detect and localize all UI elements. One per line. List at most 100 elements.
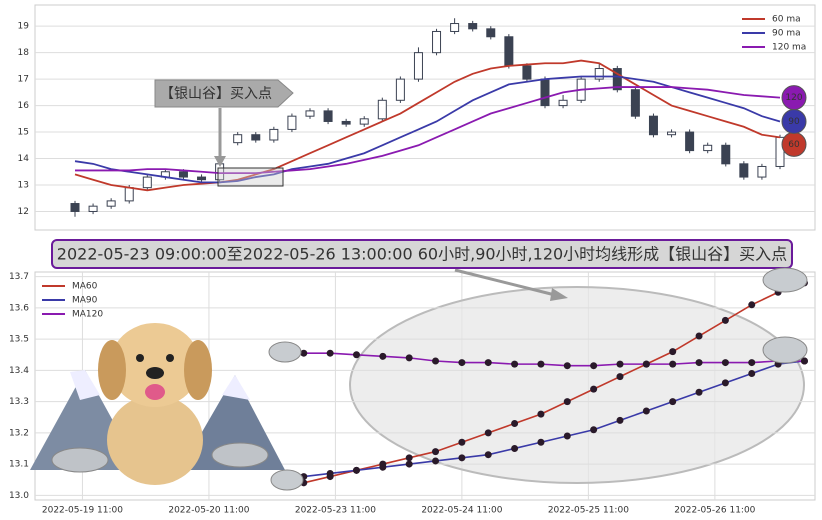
- y-tick-label: 19: [18, 22, 30, 32]
- ma-point: [405, 354, 413, 362]
- candle-body: [233, 134, 243, 144]
- end-badge-label: 60: [788, 140, 800, 150]
- candle-body: [630, 89, 640, 117]
- cross-box: [217, 167, 284, 187]
- ingot: [762, 336, 808, 364]
- ma-point: [511, 419, 519, 427]
- ma-point: [563, 362, 571, 370]
- ma-point: [563, 398, 571, 406]
- ma-point: [432, 457, 440, 465]
- ma-point: [537, 360, 545, 368]
- dog-eye: [136, 354, 144, 362]
- ma-line: [303, 282, 805, 484]
- candle-body: [504, 36, 514, 67]
- decor-under: [349, 286, 805, 484]
- ma-point: [669, 398, 677, 406]
- dog-head: [110, 323, 200, 407]
- ma-point: [352, 466, 360, 474]
- ma-point: [484, 359, 492, 367]
- ma-point: [748, 359, 756, 367]
- candle-body: [106, 200, 116, 207]
- snow: [70, 370, 100, 400]
- ma-point: [590, 362, 598, 370]
- ma-line: [303, 360, 805, 478]
- ingot: [211, 442, 269, 468]
- end-badge-label: 90: [788, 117, 800, 127]
- ma-point: [616, 416, 624, 424]
- y-tick-label: 15: [18, 128, 29, 138]
- candle-body: [685, 131, 695, 152]
- ma-point: [537, 438, 545, 446]
- banner-arrow: [454, 268, 556, 297]
- ma-point: [379, 463, 387, 471]
- y-tick-label: 13.6: [9, 303, 29, 313]
- y-tick-label: 14: [18, 154, 30, 164]
- dog-eye: [166, 354, 174, 362]
- decorations: 【银山谷】买入点 2022-05-23 09:00:00至2022-05-26 …: [30, 79, 808, 491]
- legend-label: MA90: [72, 296, 98, 306]
- ma-point: [721, 359, 729, 367]
- ma-point: [458, 454, 466, 462]
- x-tick-label: 2022-05-23 11:00: [295, 506, 376, 516]
- ma-point: [326, 469, 334, 477]
- x-tick-label: 2022-05-20 11:00: [168, 506, 249, 516]
- candle-body: [468, 23, 478, 30]
- candle-body: [359, 118, 369, 125]
- y-tick-label: 12: [18, 207, 29, 217]
- dog-ear: [98, 340, 126, 400]
- candle-body: [377, 99, 387, 120]
- end-badge-label: 120: [785, 93, 802, 103]
- candle-body: [721, 144, 731, 165]
- ma-line: [74, 75, 781, 184]
- snow: [222, 375, 250, 400]
- dog-nose: [146, 367, 164, 379]
- highlight-ellipse: [349, 286, 805, 484]
- ma-point: [590, 385, 598, 393]
- ingot: [51, 447, 109, 473]
- ma-point: [405, 454, 413, 462]
- ma-point: [484, 429, 492, 437]
- top-plot-frame: [34, 4, 816, 231]
- candle-body: [88, 205, 98, 212]
- x-tick-label: 2022-05-25 11:00: [548, 506, 629, 516]
- y-tick-label: 13.2: [9, 428, 29, 438]
- ma-point: [748, 370, 756, 378]
- candle-body: [305, 110, 315, 117]
- end-badge: [781, 85, 807, 111]
- ma-point: [511, 360, 519, 368]
- candle-body: [341, 120, 351, 125]
- y-tick-label: 13.4: [9, 366, 29, 376]
- candle-body: [612, 68, 622, 91]
- legend-label: 90 ma: [772, 29, 801, 39]
- ma-point: [458, 359, 466, 367]
- y-tick-label: 13.1: [9, 460, 29, 470]
- ma-point: [432, 357, 440, 365]
- ma-point: [590, 426, 598, 434]
- dog-ear: [184, 340, 212, 400]
- y-tick-label: 18: [18, 48, 30, 58]
- banner: [51, 239, 793, 269]
- y-tick-label: 13.0: [9, 491, 29, 501]
- ma-point: [616, 360, 624, 368]
- legend-label: MA60: [72, 282, 98, 292]
- candle-body: [667, 131, 677, 136]
- candle-body: [395, 78, 405, 101]
- ma-point: [458, 438, 466, 446]
- ma-point: [511, 444, 519, 452]
- legend-label: 60 ma: [772, 15, 801, 25]
- ma-point: [695, 359, 703, 367]
- ma-point: [379, 352, 387, 360]
- dog-tongue: [145, 384, 165, 400]
- candle-body: [124, 187, 134, 202]
- candle-body: [251, 134, 261, 141]
- candle-body: [432, 30, 442, 54]
- ma-point: [721, 379, 729, 387]
- candle-body: [540, 78, 550, 107]
- x-tick-label: 2022-05-19 11:00: [42, 506, 123, 516]
- legend-label: MA120: [72, 310, 103, 320]
- y-tick-label: 13.7: [9, 272, 29, 282]
- ma-point: [326, 349, 334, 357]
- candle-body: [142, 176, 152, 189]
- candle-body: [269, 128, 279, 141]
